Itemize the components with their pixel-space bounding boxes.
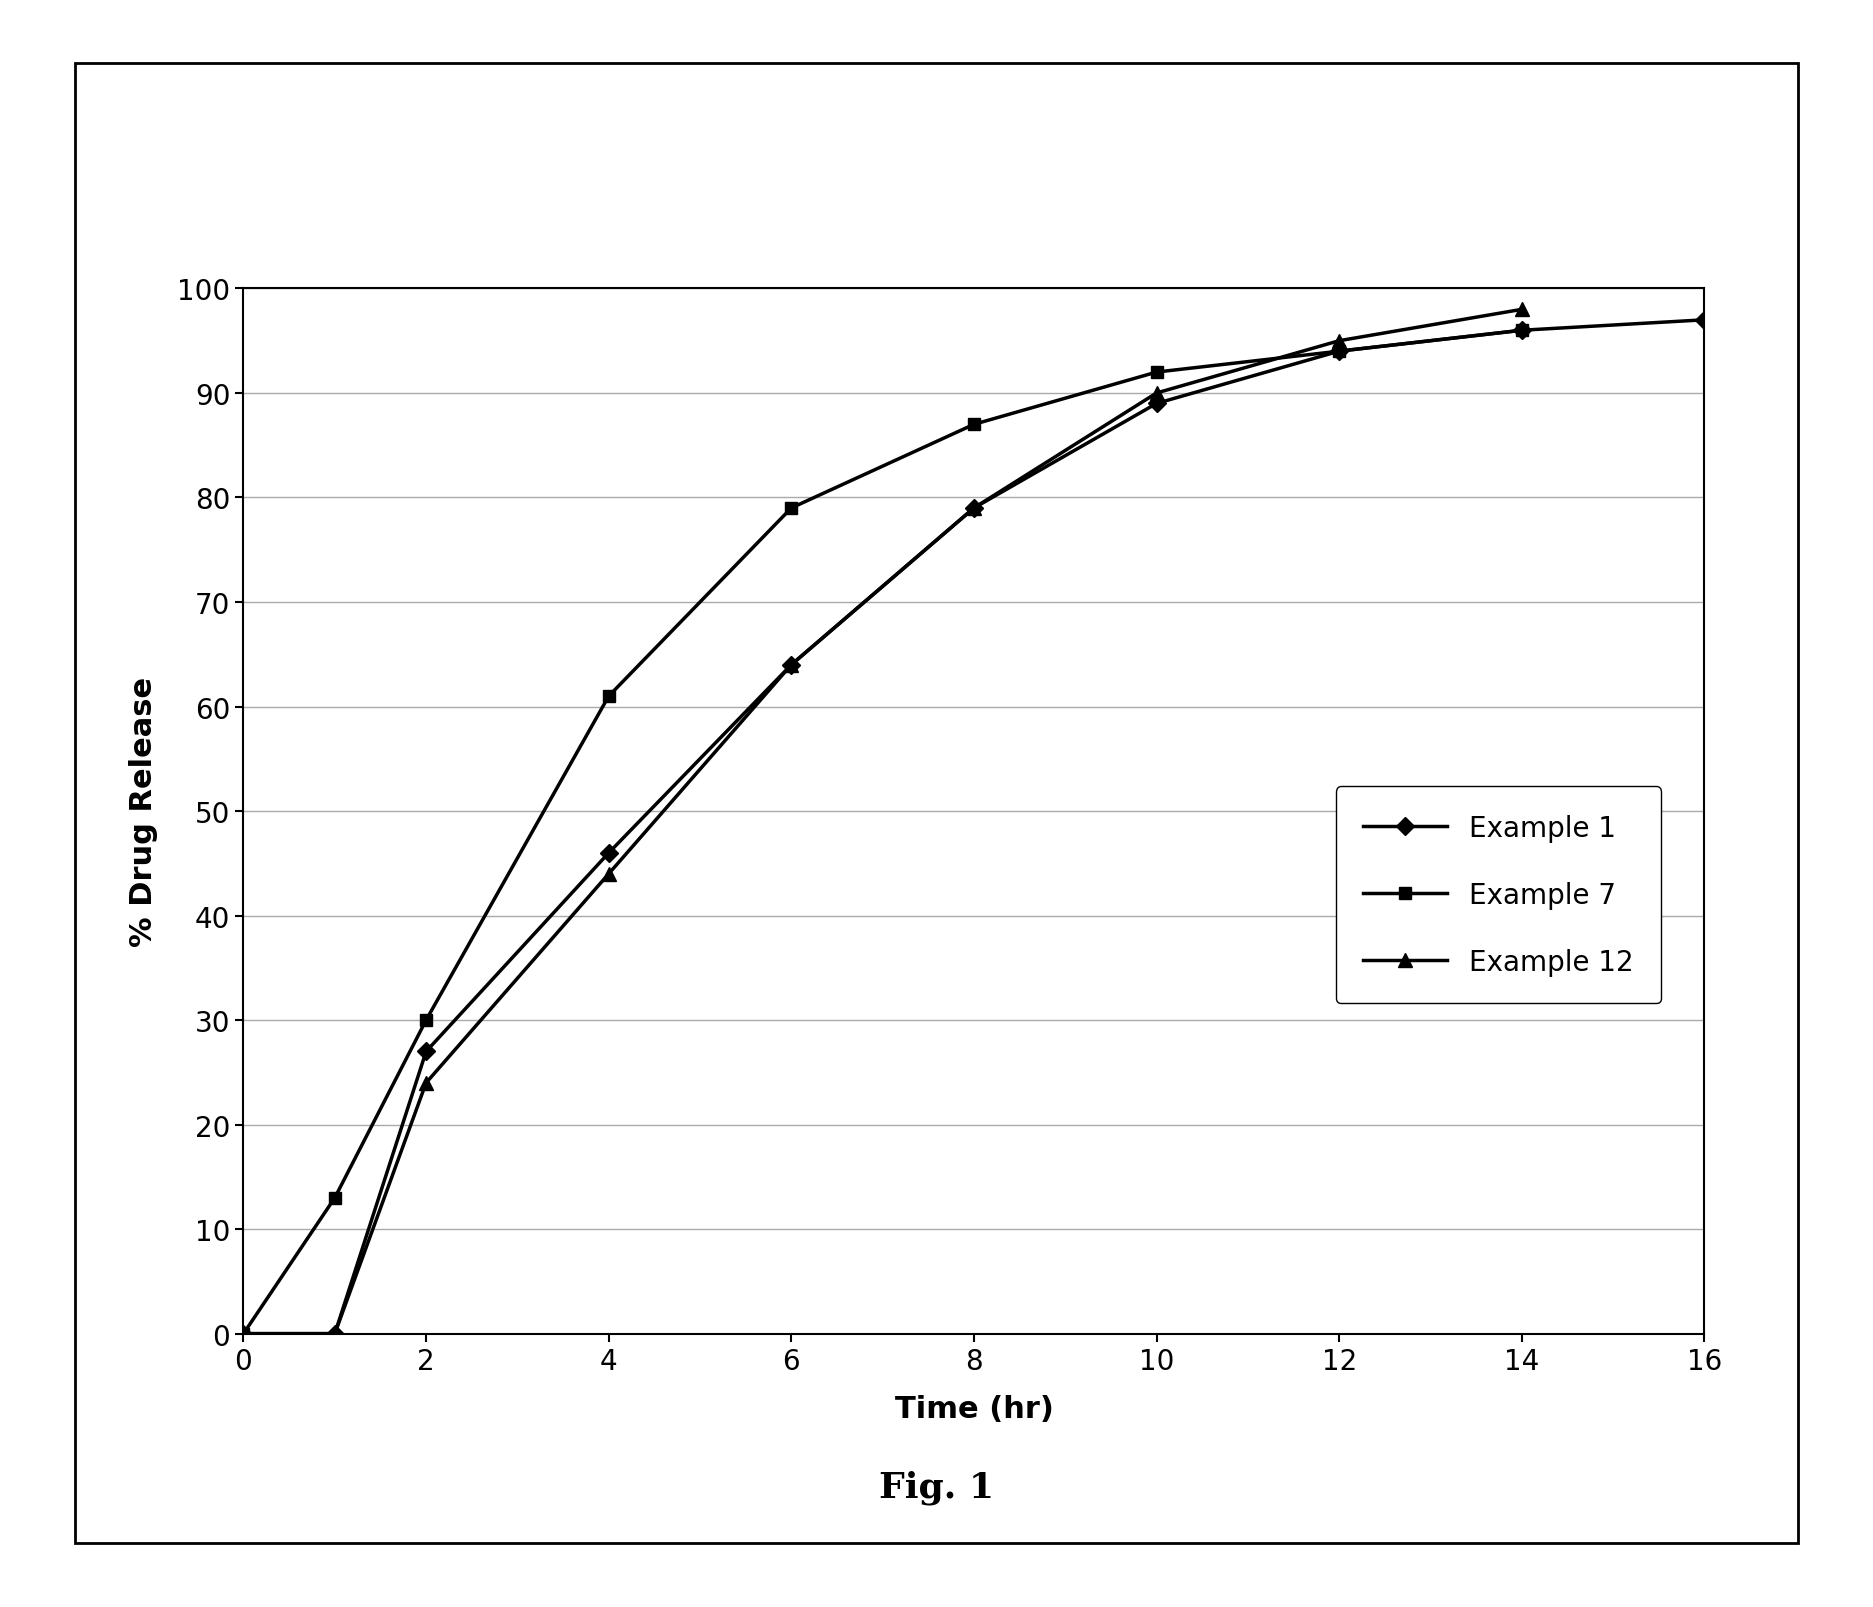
Example 12 <box>232 1324 255 1343</box>
Example 12 <box>324 1324 347 1343</box>
Example 12 <box>416 1073 438 1093</box>
Example 12 <box>1328 331 1350 350</box>
Example 1 <box>1693 310 1716 329</box>
Example 12 <box>963 498 985 517</box>
Example 7 <box>416 1011 438 1030</box>
Y-axis label: % Drug Release: % Drug Release <box>129 677 157 947</box>
Example 1 <box>1328 342 1350 362</box>
Example 1 <box>232 1324 255 1343</box>
Example 1 <box>779 656 802 675</box>
Example 12 <box>597 865 620 884</box>
Text: Fig. 1: Fig. 1 <box>878 1469 995 1504</box>
X-axis label: Time (hr): Time (hr) <box>895 1395 1053 1424</box>
Example 1 <box>1146 394 1169 413</box>
Example 1 <box>324 1324 347 1343</box>
Example 7 <box>232 1324 255 1343</box>
Example 7 <box>324 1188 347 1208</box>
Example 12 <box>1510 301 1532 320</box>
Example 7 <box>963 415 985 434</box>
Line: Example 7: Example 7 <box>238 325 1528 1340</box>
Example 7 <box>1328 342 1350 362</box>
Example 12 <box>779 656 802 675</box>
Example 7 <box>1146 363 1169 382</box>
Example 12 <box>1146 384 1169 403</box>
Legend: Example 1, Example 7, Example 12: Example 1, Example 7, Example 12 <box>1335 786 1661 1004</box>
Example 7 <box>779 498 802 517</box>
Example 7 <box>1510 321 1532 341</box>
Example 1 <box>963 498 985 517</box>
Line: Example 12: Example 12 <box>236 304 1528 1340</box>
Example 1 <box>1510 321 1532 341</box>
Example 1 <box>597 844 620 863</box>
Line: Example 1: Example 1 <box>238 315 1710 1340</box>
Example 1 <box>416 1041 438 1061</box>
Example 7 <box>597 686 620 705</box>
